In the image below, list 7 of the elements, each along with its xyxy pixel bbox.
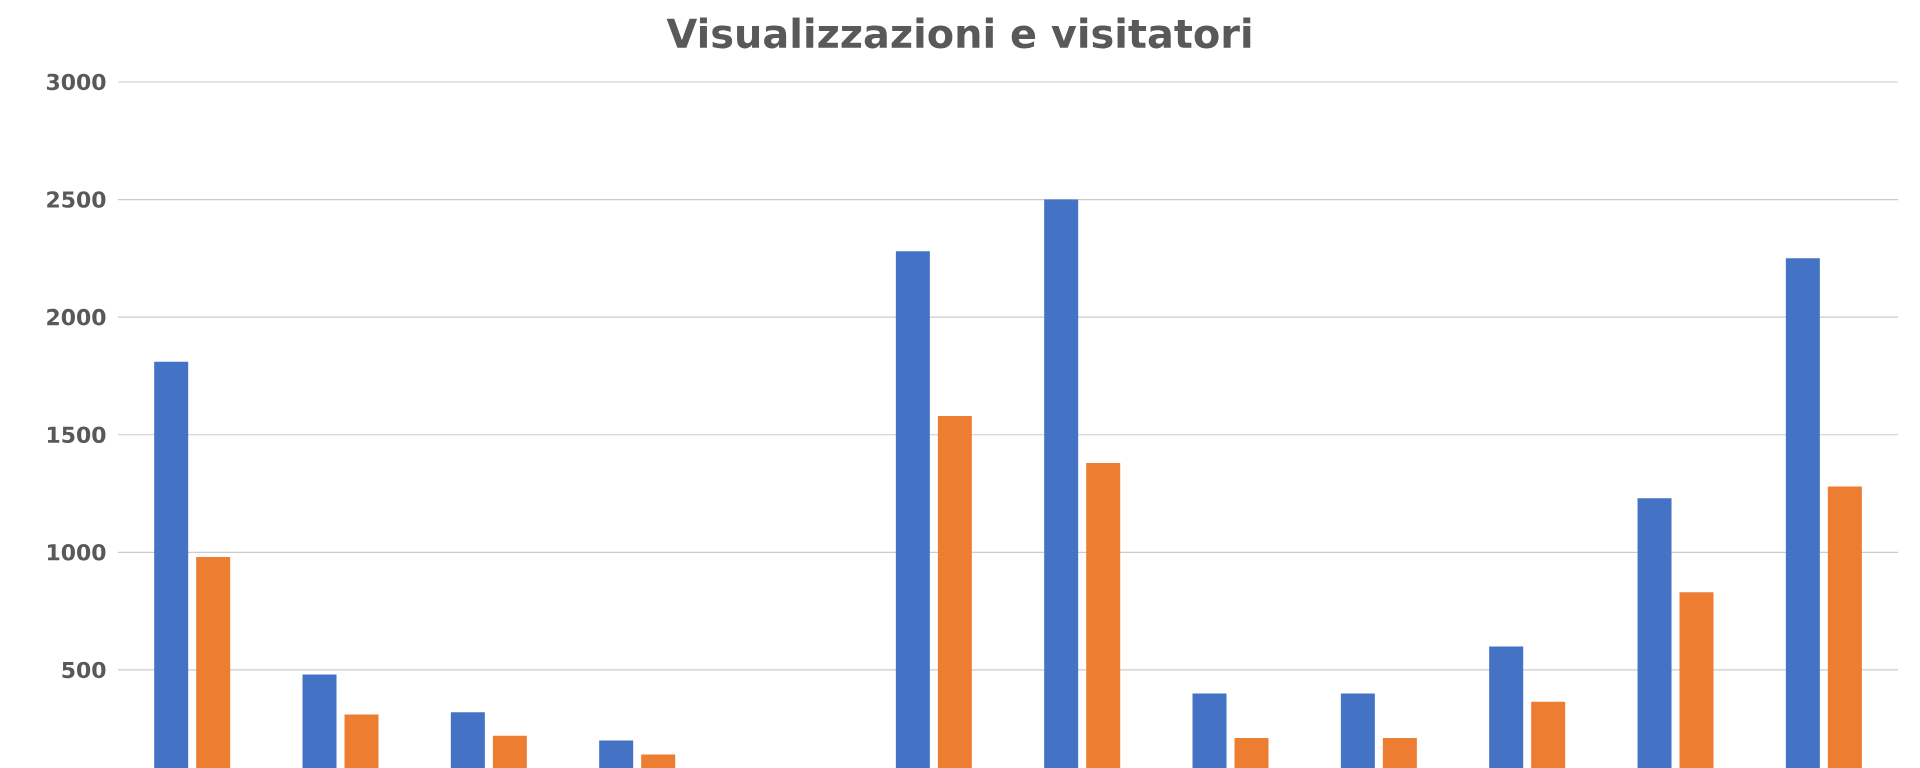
y-tick-label: 3000 bbox=[46, 73, 106, 91]
y-tick-label: 1000 bbox=[47, 544, 106, 561]
y-tick-label: 2500 bbox=[47, 191, 106, 208]
y-tick-label: 1500 bbox=[47, 426, 106, 444]
y-tick-label: 500 bbox=[62, 661, 106, 679]
y-tick-label: 2000 bbox=[47, 308, 106, 326]
chart-title: Visualizzazioni e visitatori bbox=[666, 17, 1251, 49]
